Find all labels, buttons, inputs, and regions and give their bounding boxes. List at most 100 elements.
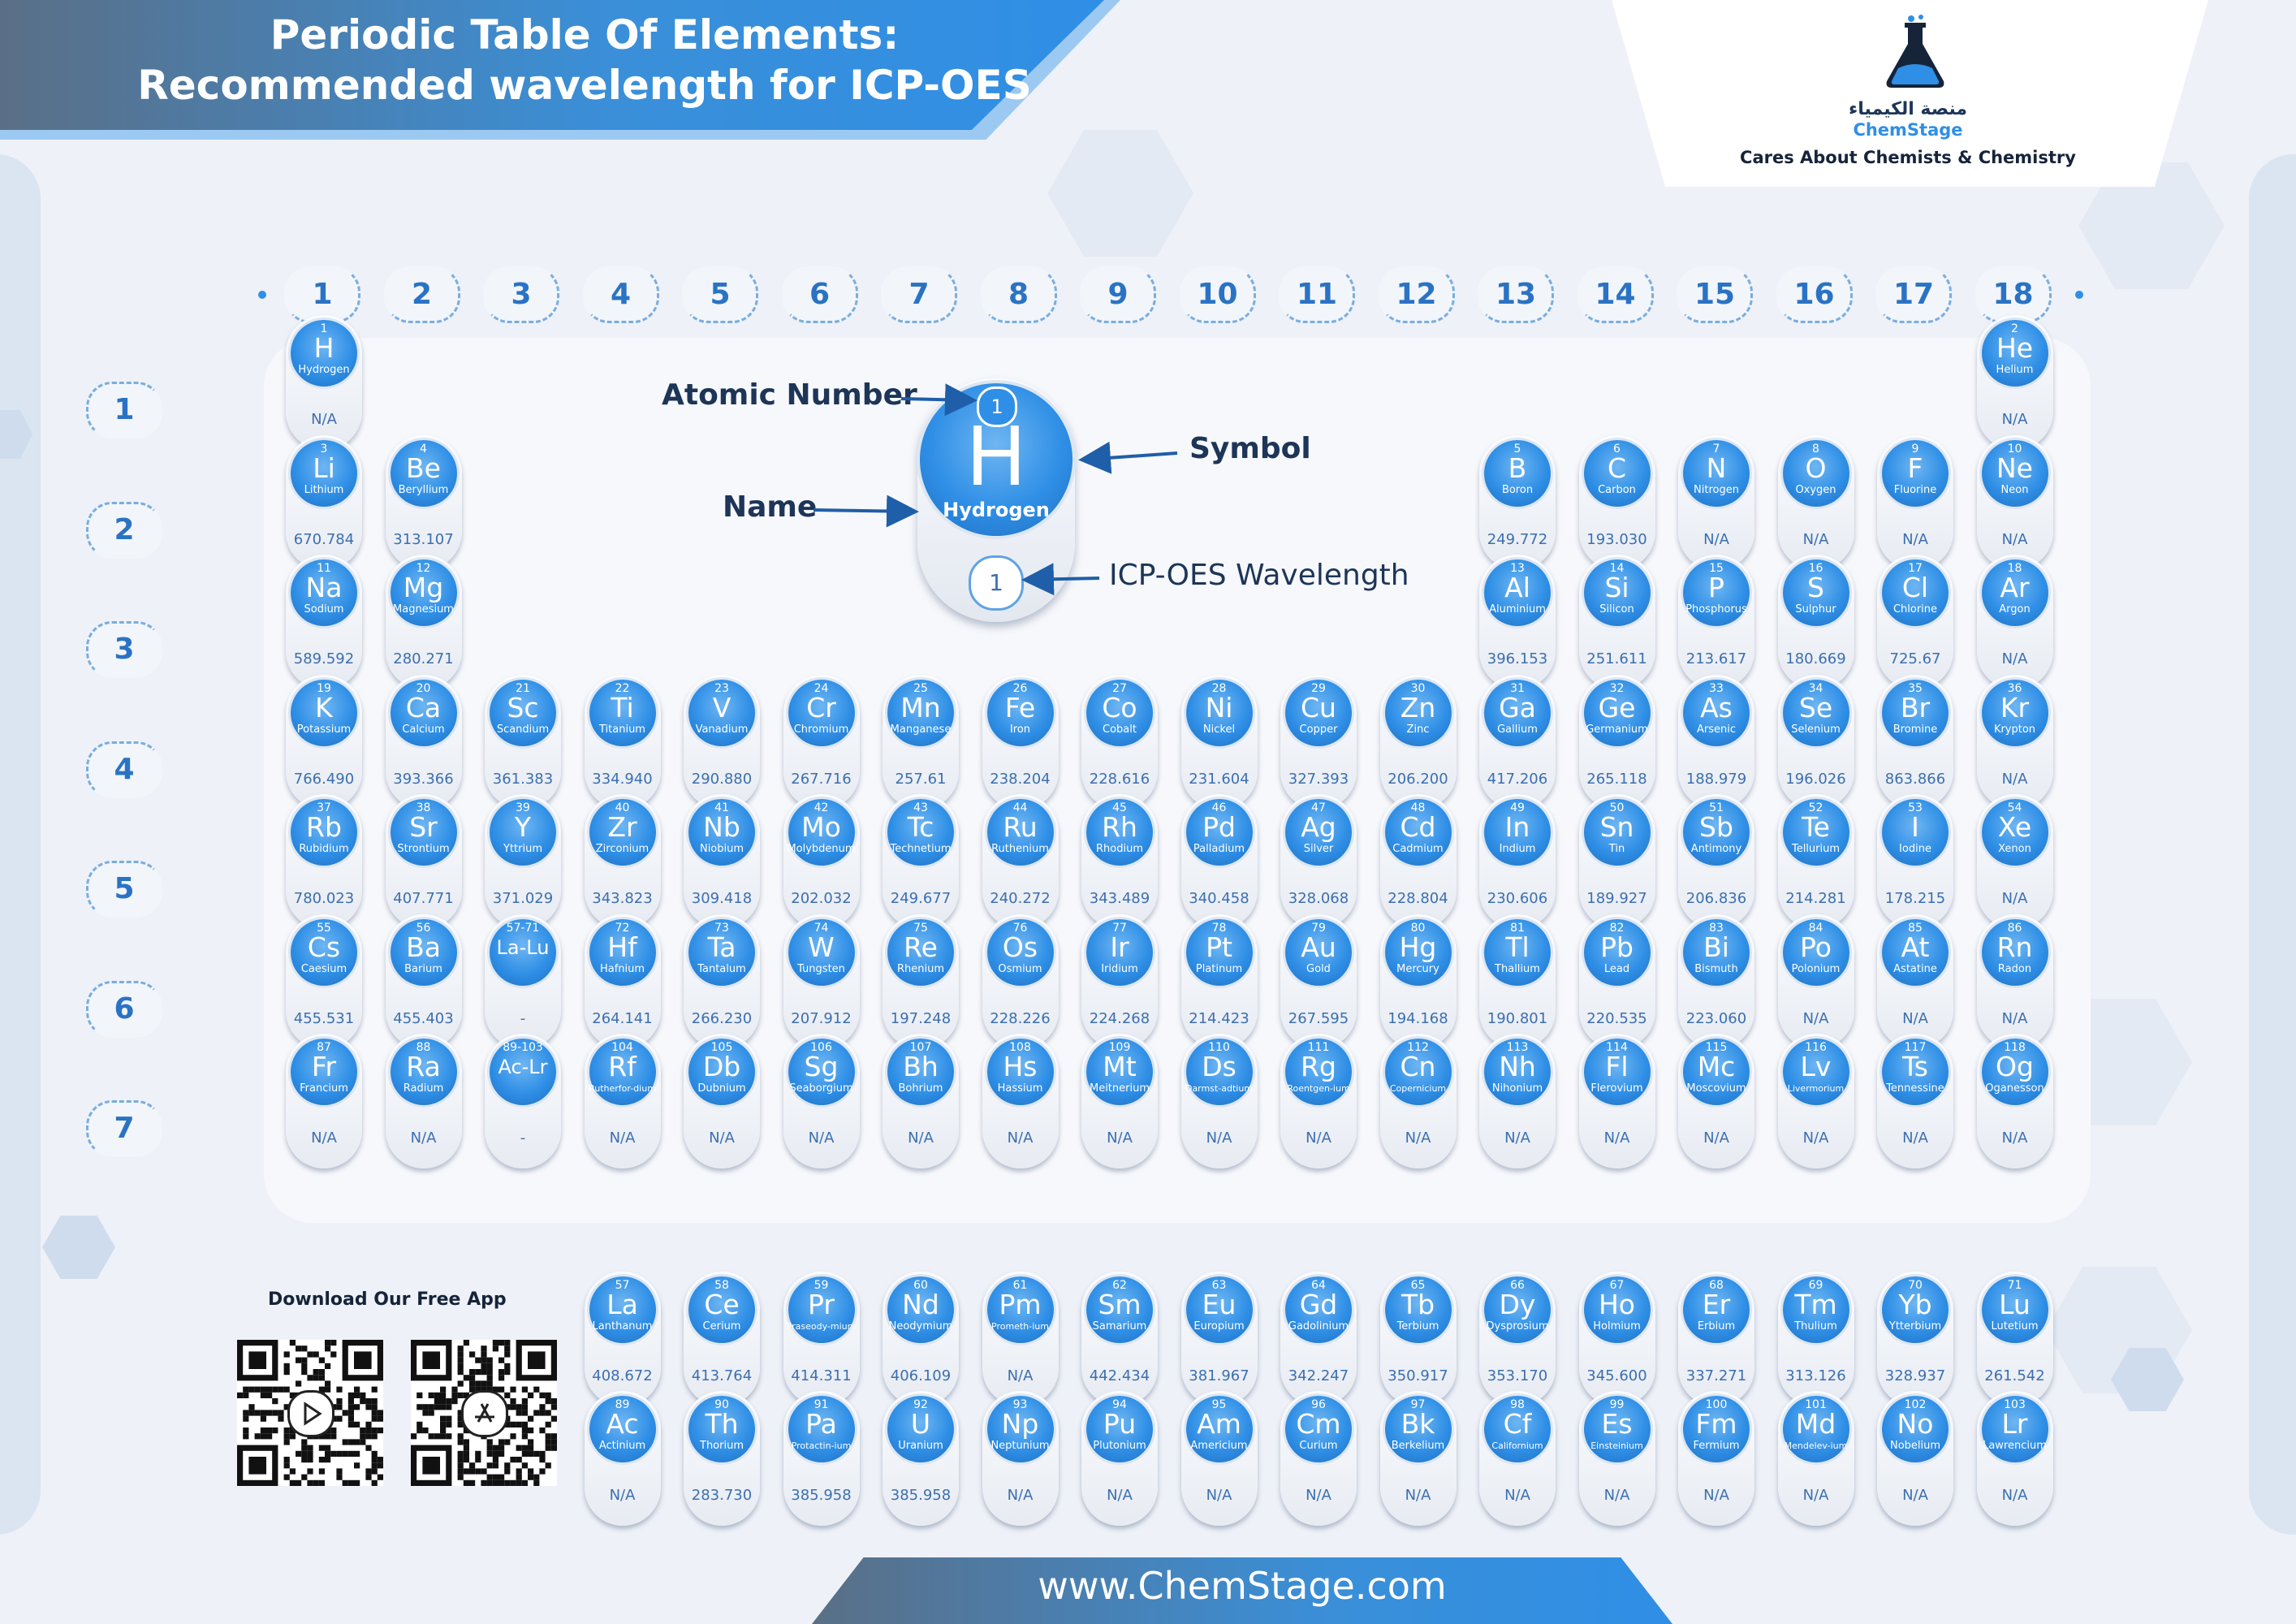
element-tile[interactable]: 10 Ne Neon N/A <box>1976 434 2053 570</box>
element-tile[interactable]: 96 Cm Curium N/A <box>1280 1391 1357 1526</box>
element-tile[interactable]: 110 Ds Darmst-adtium N/A <box>1180 1034 1258 1168</box>
element-tile[interactable]: 55 Cs Caesium 455.531 <box>286 914 362 1049</box>
element-tile[interactable]: 106 Sg Seaborgium N/A <box>783 1034 860 1168</box>
element-tile[interactable]: 114 Fl Flerovium N/A <box>1578 1034 1655 1168</box>
element-tile[interactable]: 118 Og Oganesson N/A <box>1976 1034 2053 1168</box>
element-tile[interactable]: 59 Pr Praseody-mium 414.311 <box>783 1272 860 1406</box>
element-tile[interactable]: 37 Rb Rubidium 780.023 <box>286 794 362 929</box>
element-tile[interactable]: 116 Lv Livermorium N/A <box>1777 1034 1854 1168</box>
element-tile[interactable]: 81 Tl Thallium 190.801 <box>1479 914 1556 1049</box>
element-tile[interactable]: 32 Ge Germanium 265.118 <box>1578 674 1655 810</box>
element-tile[interactable]: 47 Ag Silver 328.068 <box>1280 794 1357 929</box>
element-tile[interactable]: 108 Hs Hassium N/A <box>982 1034 1059 1168</box>
element-tile[interactable]: 78 Pt Platinum 214.423 <box>1180 914 1258 1049</box>
element-tile[interactable]: 63 Eu Europium 381.967 <box>1180 1272 1258 1406</box>
element-tile[interactable]: 52 Te Tellurium 214.281 <box>1777 794 1854 929</box>
element-tile[interactable]: 89-103 Ac-Lr - <box>485 1034 561 1168</box>
element-tile[interactable]: 79 Au Gold 267.595 <box>1280 914 1357 1049</box>
element-tile[interactable]: 94 Pu Plutonium N/A <box>1081 1391 1158 1526</box>
element-tile[interactable]: 48 Cd Cadmium 228.804 <box>1379 794 1457 929</box>
element-tile[interactable]: 6 C Carbon 193.030 <box>1578 434 1655 570</box>
element-tile[interactable]: 88 Ra Radium N/A <box>385 1034 462 1168</box>
element-tile[interactable]: 41 Nb Niobium 309.418 <box>684 794 760 929</box>
element-tile[interactable]: 24 Cr Chromium 267.716 <box>783 674 860 810</box>
element-tile[interactable]: 51 Sb Antimony 206.836 <box>1678 794 1754 929</box>
element-tile[interactable]: 2 He Helium N/A <box>1976 315 2053 450</box>
element-tile[interactable]: 93 Np Neptunium N/A <box>982 1391 1059 1526</box>
element-tile[interactable]: 23 V Vanadium 290.880 <box>684 674 760 810</box>
element-tile[interactable]: 13 Al Aluminium 396.153 <box>1479 555 1556 689</box>
element-tile[interactable]: 97 Bk Berkelium N/A <box>1379 1391 1457 1526</box>
element-tile[interactable]: 43 Tc Technetium 249.677 <box>883 794 959 929</box>
element-tile[interactable]: 14 Si Silicon 251.611 <box>1578 555 1655 689</box>
element-tile[interactable]: 74 W Tungsten 207.912 <box>783 914 860 1049</box>
element-tile[interactable]: 7 N Nitrogen N/A <box>1678 434 1754 570</box>
element-tile[interactable]: 35 Br Bromine 863.866 <box>1877 674 1953 810</box>
element-tile[interactable]: 76 Os Osmium 228.226 <box>982 914 1059 1049</box>
element-tile[interactable]: 12 Mg Magnesium 280.271 <box>385 555 462 689</box>
element-tile[interactable]: 89 Ac Actinium N/A <box>584 1391 661 1526</box>
element-tile[interactable]: 102 No Nobelium N/A <box>1877 1391 1953 1526</box>
element-tile[interactable]: 3 Li Lithium 670.784 <box>286 434 362 570</box>
element-tile[interactable]: 17 Cl Chlorine 725.67 <box>1877 555 1953 689</box>
element-tile[interactable]: 112 Cn Copernicium N/A <box>1379 1034 1457 1168</box>
element-tile[interactable]: 99 Es Einsteinium N/A <box>1578 1391 1655 1526</box>
element-tile[interactable]: 101 Md Mendelev-ium N/A <box>1777 1391 1854 1526</box>
element-tile[interactable]: 71 Lu Lutetium 261.542 <box>1976 1272 2053 1406</box>
element-tile[interactable]: 113 Nh Nihonium N/A <box>1479 1034 1556 1168</box>
element-tile[interactable]: 90 Th Thorium 283.730 <box>684 1391 760 1526</box>
element-tile[interactable]: 39 Y Yttrium 371.029 <box>485 794 561 929</box>
element-tile[interactable]: 21 Sc Scandium 361.383 <box>485 674 561 810</box>
element-tile[interactable]: 20 Ca Calcium 393.366 <box>385 674 462 810</box>
element-tile[interactable]: 86 Rn Radon N/A <box>1976 914 2053 1049</box>
element-tile[interactable]: 49 In Indium 230.606 <box>1479 794 1556 929</box>
element-tile[interactable]: 9 F Fluorine N/A <box>1877 434 1953 570</box>
element-tile[interactable]: 58 Ce Cerium 413.764 <box>684 1272 760 1406</box>
element-tile[interactable]: 16 S Sulphur 180.669 <box>1777 555 1854 689</box>
element-tile[interactable]: 22 Ti Titanium 334.940 <box>584 674 661 810</box>
element-tile[interactable]: 115 Mc Moscovium N/A <box>1678 1034 1754 1168</box>
element-tile[interactable]: 83 Bi Bismuth 223.060 <box>1678 914 1754 1049</box>
element-tile[interactable]: 45 Rh Rhodium 343.489 <box>1081 794 1158 929</box>
element-tile[interactable]: 75 Re Rhenium 197.248 <box>883 914 959 1049</box>
element-tile[interactable]: 28 Ni Nickel 231.604 <box>1180 674 1258 810</box>
element-tile[interactable]: 91 Pa Protactin-ium 385.958 <box>783 1391 860 1526</box>
element-tile[interactable]: 11 Na Sodium 589.592 <box>286 555 362 689</box>
element-tile[interactable]: 67 Ho Holmium 345.600 <box>1578 1272 1655 1406</box>
element-tile[interactable]: 87 Fr Francium N/A <box>286 1034 362 1168</box>
element-tile[interactable]: 36 Kr Krypton N/A <box>1976 674 2053 810</box>
element-tile[interactable]: 117 Ts Tennessine N/A <box>1877 1034 1953 1168</box>
element-tile[interactable]: 111 Rg Roentgen-ium N/A <box>1280 1034 1357 1168</box>
element-tile[interactable]: 80 Hg Mercury 194.168 <box>1379 914 1457 1049</box>
element-tile[interactable]: 85 At Astatine N/A <box>1877 914 1953 1049</box>
element-tile[interactable]: 31 Ga Gallium 417.206 <box>1479 674 1556 810</box>
element-tile[interactable]: 29 Cu Copper 327.393 <box>1280 674 1357 810</box>
element-tile[interactable]: 42 Mo Molybdenum 202.032 <box>783 794 860 929</box>
element-tile[interactable]: 66 Dy Dysprosium 353.170 <box>1479 1272 1556 1406</box>
element-tile[interactable]: 34 Se Selenium 196.026 <box>1777 674 1854 810</box>
element-tile[interactable]: 61 Pm Prometh-ium N/A <box>982 1272 1059 1406</box>
element-tile[interactable]: 65 Tb Terbium 350.917 <box>1379 1272 1457 1406</box>
element-tile[interactable]: 8 O Oxygen N/A <box>1777 434 1854 570</box>
element-tile[interactable]: 18 Ar Argon N/A <box>1976 555 2053 689</box>
element-tile[interactable]: 53 I Iodine 178.215 <box>1877 794 1953 929</box>
element-tile[interactable]: 73 Ta Tantalum 266.230 <box>684 914 760 1049</box>
footer-url-link[interactable]: www.ChemStage.com <box>1038 1564 1447 1608</box>
element-tile[interactable]: 54 Xe Xenon N/A <box>1976 794 2053 929</box>
element-tile[interactable]: 19 K Potassium 766.490 <box>286 674 362 810</box>
element-tile[interactable]: 27 Co Cobalt 228.616 <box>1081 674 1158 810</box>
element-tile[interactable]: 103 Lr Lawrencium N/A <box>1976 1391 2053 1526</box>
element-tile[interactable]: 4 Be Beryllium 313.107 <box>385 434 462 570</box>
element-tile[interactable]: 60 Nd Neodymium 406.109 <box>883 1272 959 1406</box>
element-tile[interactable]: 69 Tm Thulium 313.126 <box>1777 1272 1854 1406</box>
element-tile[interactable]: 46 Pd Palladium 340.458 <box>1180 794 1258 929</box>
element-tile[interactable]: 104 Rf Rutherfor-dium N/A <box>584 1034 661 1168</box>
element-tile[interactable]: 40 Zr Zirconium 343.823 <box>584 794 661 929</box>
element-tile[interactable]: 77 Ir Iridium 224.268 <box>1081 914 1158 1049</box>
element-tile[interactable]: 26 Fe Iron 238.204 <box>982 674 1059 810</box>
element-tile[interactable]: 84 Po Polonium N/A <box>1777 914 1854 1049</box>
element-tile[interactable]: 100 Fm Fermium N/A <box>1678 1391 1754 1526</box>
element-tile[interactable]: 98 Cf Californium N/A <box>1479 1391 1556 1526</box>
element-tile[interactable]: 70 Yb Ytterbium 328.937 <box>1877 1272 1953 1406</box>
element-tile[interactable]: 38 Sr Strontium 407.771 <box>385 794 462 929</box>
